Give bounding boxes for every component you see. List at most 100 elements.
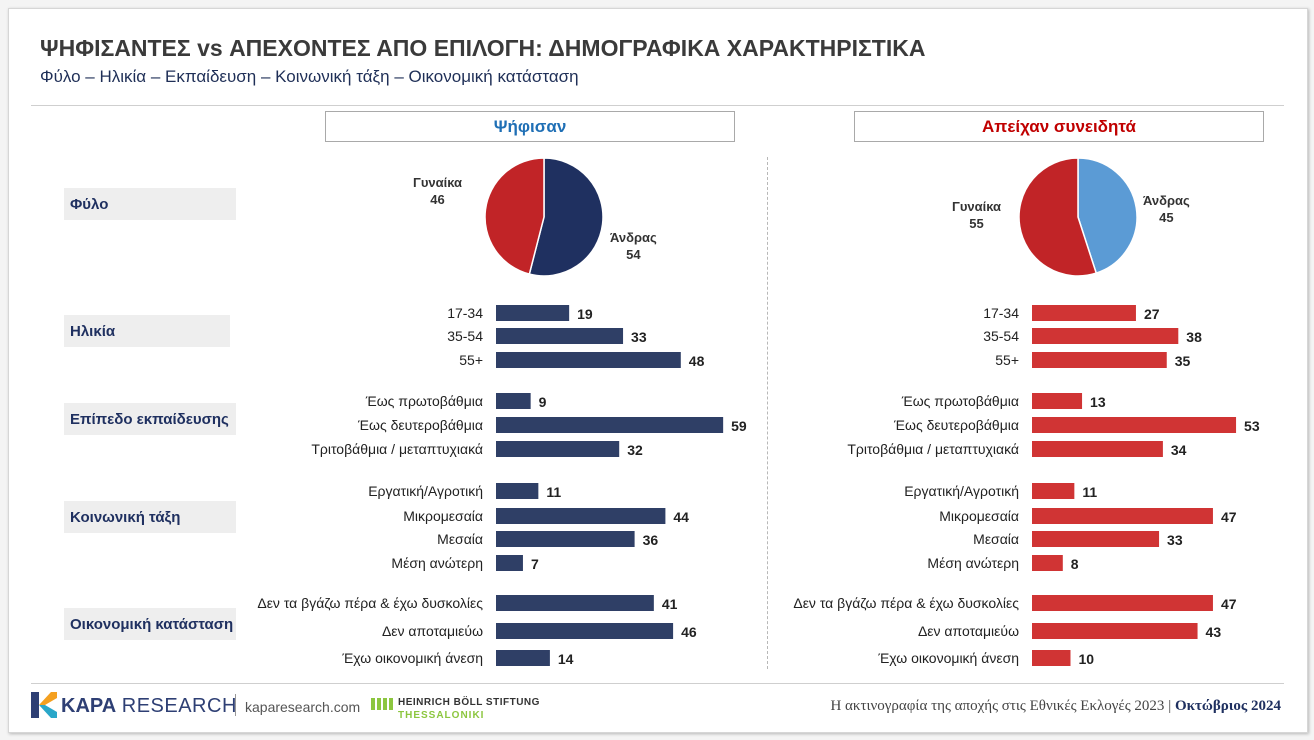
voted-category-label: Μέση ανώτερη <box>391 555 483 571</box>
abstained-category-label: Μικρομεσαία <box>939 508 1019 524</box>
pie-label-voted-female: Γυναίκα 46 <box>413 174 462 208</box>
abstained-bar <box>1032 623 1198 639</box>
pie-voted-slice-female <box>484 157 545 276</box>
abstained-bar <box>1032 650 1071 666</box>
abstained-bar <box>1032 328 1179 344</box>
voted-value-label: 32 <box>627 442 643 458</box>
voted-value-label: 14 <box>558 651 574 667</box>
voted-bar <box>496 441 620 457</box>
abstained-bar <box>1032 305 1136 321</box>
voted-value-label: 46 <box>681 624 697 640</box>
voted-category-label: Μεσαία <box>437 531 483 547</box>
bar-chart-voted: 17-34 19 35-54 33 55+ 48 Έως πρωτοβάθμια 9 Έως δ… <box>257 305 747 667</box>
panel-header-voted: Ψήφισαν <box>325 111 735 142</box>
pie-label-text: Γυναίκα <box>952 199 1002 214</box>
pie-voted-slice-male <box>528 157 604 277</box>
abstained-category-label: Μεσαία <box>973 531 1019 547</box>
abstained-value-label: 38 <box>1186 329 1202 345</box>
abstained-value-label: 27 <box>1144 306 1160 322</box>
category-label-gender: Φύλο <box>64 188 236 220</box>
abstained-bar <box>1032 352 1167 368</box>
voted-value-label: 33 <box>631 329 647 345</box>
pie-label-text: Άνδρας <box>1143 193 1190 208</box>
abstained-bar <box>1032 555 1063 571</box>
footer-separator: | <box>1168 698 1172 714</box>
abstained-category-label: 17-34 <box>983 305 1019 321</box>
voted-bar <box>496 595 654 611</box>
category-label-age: Ηλικία <box>64 315 230 347</box>
abstained-category-label: 55+ <box>995 352 1019 368</box>
pie-label-abstained-female: Γυναίκα 55 <box>952 198 1001 232</box>
voted-category-label: Έχω οικονομική άνεση <box>341 650 483 666</box>
voted-category-label: Εργατική/Αγροτική <box>368 483 483 499</box>
voted-value-label: 7 <box>531 556 539 572</box>
abstained-category-label: Δεν αποταμιεύω <box>918 623 1019 639</box>
voted-value-label: 44 <box>673 509 689 525</box>
voted-bar <box>496 555 523 571</box>
voted-value-label: 48 <box>689 353 705 369</box>
logo-separator <box>235 694 236 716</box>
voted-category-label: 35-54 <box>447 328 483 344</box>
abstained-value-label: 43 <box>1206 624 1222 640</box>
kapa-research-logo: KAPA RESEARCH <box>61 695 237 718</box>
category-label-education: Επίπεδο εκπαίδευσης <box>64 403 236 435</box>
kapa-logo-icon <box>31 692 57 718</box>
voted-bar <box>496 623 674 639</box>
voted-category-label: Τριτοβάθμια / μεταπτυχιακά <box>311 441 483 457</box>
pie-chart-voted <box>484 157 604 277</box>
abstained-value-label: 10 <box>1079 651 1095 667</box>
pie-label-text: Γυναίκα <box>413 175 463 190</box>
voted-value-label: 41 <box>662 596 678 612</box>
bar-chart-abstained: 17-34 27 35-54 38 55+ 35 Έως πρωτοβάθμια 13 Έως … <box>793 305 1260 667</box>
voted-category-label: Δεν τα βγάζω πέρα & έχω δυσκολίες <box>257 595 483 611</box>
pie-abstained-slice-female <box>1018 157 1098 277</box>
voted-bar <box>496 305 570 321</box>
abstained-category-label: Έως δευτεροβάθμια <box>893 417 1019 433</box>
voted-category-label: Έως δευτεροβάθμια <box>357 417 483 433</box>
category-label-social-class: Κοινωνική τάξη <box>64 501 236 533</box>
abstained-value-label: 11 <box>1082 484 1097 500</box>
panel-divider <box>767 157 768 669</box>
footer-note: Η ακτινογραφία της αποχής στις Εθνικές Ε… <box>830 698 1281 715</box>
footer-date: Οκτώβριος 2024 <box>1174 698 1281 714</box>
voted-bar <box>496 508 666 524</box>
voted-value-label: 19 <box>577 306 593 322</box>
voted-bar <box>496 483 539 499</box>
abstained-category-label: Δεν τα βγάζω πέρα & έχω δυσκολίες <box>793 595 1019 611</box>
abstained-category-label: Έως πρωτοβάθμια <box>901 393 1019 409</box>
voted-bar <box>496 531 635 547</box>
voted-bar <box>496 393 531 409</box>
voted-value-label: 36 <box>643 532 659 548</box>
abstained-bar <box>1032 417 1237 433</box>
abstained-value-label: 35 <box>1175 353 1191 369</box>
voted-bar <box>496 328 624 344</box>
boll-foundation-name: HEINRICH BÖLL STIFTUNG <box>398 697 540 708</box>
voted-bar <box>496 650 550 666</box>
voted-category-label: Έως πρωτοβάθμια <box>365 393 483 409</box>
pie-label-value: 46 <box>430 192 445 207</box>
abstained-value-label: 47 <box>1221 596 1237 612</box>
abstained-value-label: 53 <box>1244 418 1260 434</box>
voted-value-label: 11 <box>546 484 561 500</box>
abstained-bar <box>1032 483 1075 499</box>
abstained-category-label: Τριτοβάθμια / μεταπτυχιακά <box>847 441 1019 457</box>
pie-chart-abstained <box>1018 157 1138 277</box>
pie-label-abstained-male: Άνδρας 45 <box>1143 192 1190 226</box>
category-label-economic: Οικονομική κατάσταση <box>64 608 236 640</box>
abstained-value-label: 34 <box>1171 442 1187 458</box>
pie-label-text: Άνδρας <box>610 230 657 245</box>
voted-category-label: 17-34 <box>447 305 483 321</box>
pie-label-voted-male: Άνδρας 54 <box>610 229 657 263</box>
page-title: ΨΗΦΙΣΑΝΤΕΣ vs ΑΠΕΧΟΝΤΕΣ ΑΠΟ ΕΠΙΛΟΓΗ: ΔΗΜ… <box>40 35 926 61</box>
abstained-value-label: 13 <box>1090 394 1106 410</box>
voted-category-label: Μικρομεσαία <box>403 508 483 524</box>
voted-value-label: 9 <box>539 394 547 410</box>
abstained-category-label: 35-54 <box>983 328 1019 344</box>
boll-foundation-city: THESSALONIKI <box>398 710 485 721</box>
abstained-bar <box>1032 531 1160 547</box>
abstained-bar <box>1032 595 1213 611</box>
voted-category-label: 55+ <box>459 352 483 368</box>
footer-divider <box>31 683 1284 684</box>
website-link[interactable]: kaparesearch.com <box>245 699 361 715</box>
abstained-value-label: 8 <box>1071 556 1079 572</box>
